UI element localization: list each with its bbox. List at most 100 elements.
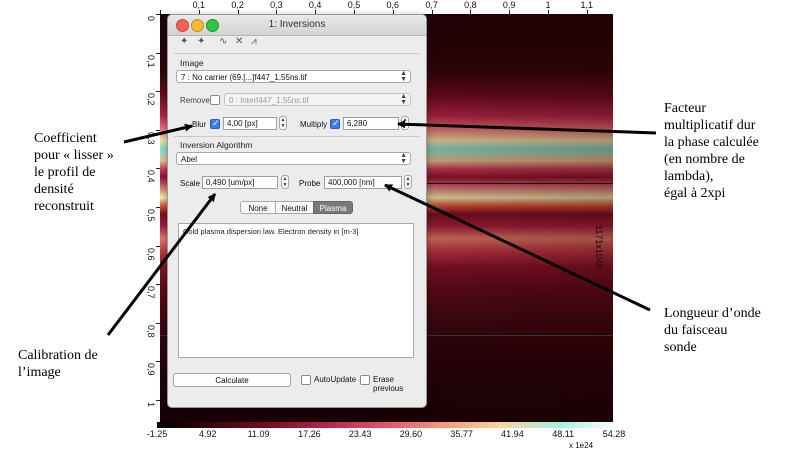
- colorbar: [157, 422, 615, 428]
- top-tick-label: 0,1: [192, 0, 206, 10]
- autoupdate-checkbox[interactable]: [301, 375, 311, 385]
- probe-label: Probe: [299, 179, 321, 188]
- top-axis: 0,1 0,2 0,3 0,4 0,5 0,6 0,7 0,8 0,9 1 1,1: [160, 0, 613, 15]
- erase-previous-label: Erase previous: [373, 375, 404, 393]
- calculate-button[interactable]: Calculate: [173, 373, 291, 387]
- left-tick-mark: [156, 400, 160, 401]
- annotation-line: multiplicatif dur: [664, 118, 756, 133]
- left-tick-label: 0,6: [146, 247, 156, 261]
- top-tick-label: 0,6: [386, 0, 400, 10]
- annotation-line: du faisceau: [664, 323, 728, 338]
- updown-icon: ▲ ▼: [400, 93, 407, 106]
- colorbar-tick-label: 41.94: [501, 429, 524, 439]
- remove-checkbox[interactable]: [210, 95, 220, 105]
- top-tick-label: 0,9: [502, 0, 516, 10]
- tab-none[interactable]: None: [240, 201, 276, 214]
- annotation-longueur: Longueur d’onde du faisceau sonde: [664, 305, 761, 356]
- colorbar-tick-label: 11.09: [247, 429, 270, 439]
- annotation-line: la phase calculée: [664, 135, 759, 150]
- top-tick-label: 0,7: [425, 0, 438, 10]
- annotation-coefficient: Coefficient pour « lisser » le profil de…: [34, 130, 114, 215]
- left-tick-mark: [156, 52, 160, 54]
- pin-icon[interactable]: ✦: [180, 36, 189, 47]
- image-section-label: Image: [180, 58, 204, 68]
- divider: [174, 136, 420, 137]
- top-tick-mark: [315, 10, 317, 14]
- blur-label: Blur: [192, 120, 207, 129]
- blur-stepper[interactable]: ▲ ▼: [279, 116, 287, 130]
- left-tick-mark: [156, 168, 160, 170]
- multiply-checkbox[interactable]: [330, 118, 340, 129]
- pin-icon[interactable]: ✦: [197, 36, 206, 47]
- erase-previous-checkbox[interactable]: [360, 375, 370, 385]
- top-tick-mark: [392, 10, 394, 14]
- tab-plasma[interactable]: Plasma: [313, 201, 353, 214]
- left-tick-label: 0,7: [146, 286, 156, 299]
- scale-label: Scale: [180, 179, 201, 188]
- left-tick-mark: [156, 14, 160, 15]
- annotation-line: Facteur: [664, 101, 706, 116]
- colorbar-tick-label: 23.43: [348, 429, 372, 439]
- peak-icon[interactable]: ⩘: [251, 36, 257, 47]
- image-size-label: 1171x1040: [594, 225, 604, 269]
- colorbar-exponent: x 1e24: [569, 441, 594, 450]
- probe-stepper[interactable]: ▲ ▼: [404, 175, 412, 189]
- top-tick-label: 0,5: [347, 0, 361, 10]
- left-tick-mark: [156, 361, 160, 363]
- left-tick-label: 0,8: [146, 324, 156, 338]
- left-tick-label: 0,9: [146, 363, 156, 376]
- title-bar[interactable]: 1: Inversions: [168, 15, 426, 36]
- algorithm-select-value: Abel: [181, 155, 198, 164]
- left-tick-label: 0,4: [146, 170, 156, 183]
- annotation-line: densité: [34, 182, 74, 197]
- scale-field[interactable]: 0,490 [um/px]: [202, 176, 278, 189]
- left-tick-label: 0,1: [146, 54, 156, 68]
- image-select-value: 7 : No carrier (69.[...]f447_1.55ns.tif: [181, 73, 307, 82]
- left-tick-mark: [156, 91, 160, 93]
- top-tick-mark: [354, 10, 355, 14]
- remove-select[interactable]: 0 : Interf447_1.55ns.tif ▲ ▼: [224, 93, 411, 106]
- window-title: 1: Inversions: [268, 19, 326, 30]
- annotation-line: Longueur d’onde: [664, 306, 761, 321]
- algorithm-section-label: Inversion Algorithm: [180, 140, 253, 150]
- left-tick-label: 0,5: [146, 209, 156, 222]
- left-tick-label: 0: [146, 16, 156, 22]
- close-button[interactable]: [176, 19, 189, 32]
- scale-stepper[interactable]: ▲ ▼: [281, 175, 289, 189]
- colorbar-tick-label: 35.77: [450, 429, 473, 439]
- colorbar-tick-label: 54.28: [602, 429, 626, 439]
- annotation-line: (en nombre de: [664, 152, 745, 167]
- left-tick-label: 1: [146, 402, 156, 408]
- blur-field[interactable]: 4,00 [px]: [223, 117, 277, 130]
- minimize-button[interactable]: [191, 19, 204, 32]
- left-axis: 0 0,1 0,2 0,3 0,4 0,5 0,6 0,7 0,8 0,9 1: [142, 14, 161, 422]
- top-tick-label: 0,3: [270, 0, 283, 10]
- profile-line: [420, 183, 613, 184]
- top-tick-label: 0,2: [231, 0, 244, 10]
- blur-checkbox[interactable]: [210, 118, 220, 129]
- top-tick-label: 1: [545, 0, 551, 10]
- colorbar-tick-label: 29.60: [399, 429, 423, 439]
- top-tick-mark: [548, 10, 549, 14]
- inversions-window[interactable]: 1: Inversions ✦ ✦ ∿ ✕ ⩘ Image 7 : No car…: [167, 14, 427, 408]
- top-tick-mark: [276, 10, 278, 14]
- top-tick-mark: [198, 10, 200, 14]
- algorithm-select[interactable]: Abel ▲ ▼: [176, 152, 411, 165]
- wave-icon[interactable]: ∿: [219, 36, 228, 47]
- multiply-stepper[interactable]: ▲ ▼: [401, 116, 409, 130]
- annotation-line: pour « lisser »: [34, 148, 114, 163]
- probe-field[interactable]: 400,000 [nm]: [324, 176, 402, 189]
- annotation-facteur: Facteur multiplicatif dur la phase calcu…: [664, 100, 759, 202]
- tab-neutral[interactable]: Neutral: [275, 201, 314, 214]
- multiply-field[interactable]: 6,280: [343, 117, 399, 130]
- top-tick-mark: [509, 10, 511, 14]
- updown-icon: ▲ ▼: [400, 70, 407, 83]
- top-tick-label: 1,1: [580, 0, 594, 10]
- image-select[interactable]: 7 : No carrier (69.[...]f447_1.55ns.tif …: [176, 70, 411, 83]
- right-axis: [613, 14, 626, 422]
- top-tick-mark: [586, 10, 588, 14]
- annotation-calibration: Calibration de l’image: [18, 347, 98, 381]
- remove-select-value: 0 : Interf447_1.55ns.tif: [229, 96, 309, 105]
- zoom-button[interactable]: [206, 19, 219, 32]
- cross-icon[interactable]: ✕: [235, 36, 244, 47]
